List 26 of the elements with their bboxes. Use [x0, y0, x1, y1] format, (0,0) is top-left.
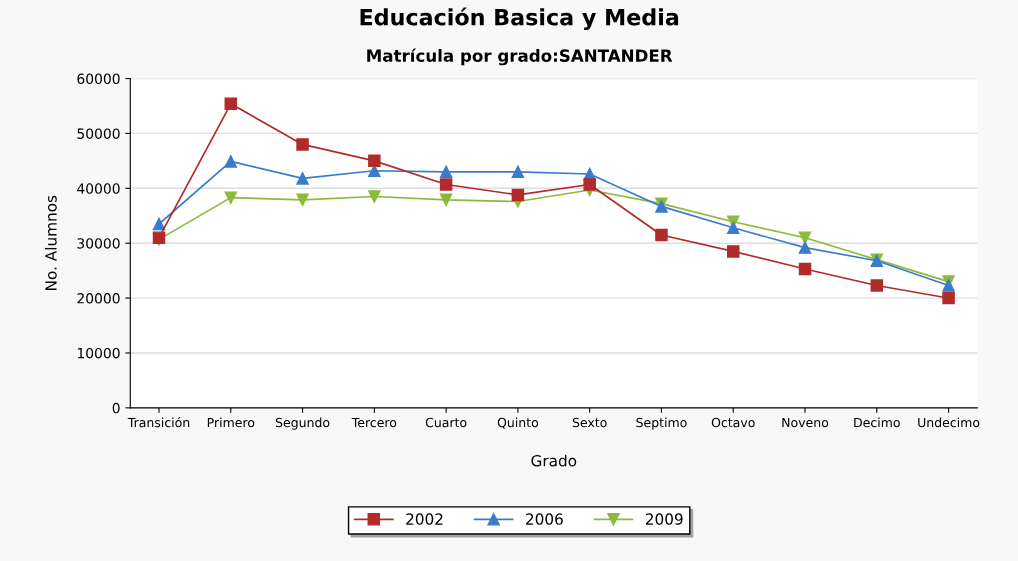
y-axis-title: No. Alumnos	[44, 195, 57, 290]
y-tick-label: 10000	[77, 347, 120, 359]
x-tick-label: Quinto	[497, 417, 539, 429]
legend-label: 2006	[526, 513, 563, 525]
legend-label: 2009	[645, 513, 683, 525]
y-tick-label: 40000	[77, 183, 120, 194]
y-tick-label: 0	[112, 402, 120, 414]
x-axis-title: Grado	[531, 454, 577, 467]
legend-label: 2002	[406, 513, 443, 525]
y-tick-label: 30000	[77, 238, 120, 249]
x-tick-label: Cuarto	[425, 417, 467, 428]
y-tick-label: 60000	[77, 73, 120, 85]
y-tick-label: 20000	[77, 293, 120, 304]
x-tick-label: Segundo	[275, 417, 330, 430]
x-tick-label: Tercero	[351, 417, 397, 428]
x-tick-label: Octavo	[711, 417, 755, 428]
x-tick-label: Septimo	[636, 417, 687, 430]
x-tick-label: Decimo	[854, 417, 900, 428]
chart-title: Educación Basica y Media	[360, 7, 679, 31]
x-tick-label: Sexto	[572, 417, 607, 428]
chart-subtitle: Matrícula por grado:SANTANDER	[367, 48, 673, 66]
x-tick-label: Primero	[207, 417, 255, 428]
x-tick-label: Undecimo	[918, 417, 980, 428]
y-tick-label: 50000	[77, 128, 120, 139]
x-tick-label: Noveno	[782, 417, 829, 428]
x-tick-label: Transición	[127, 417, 190, 428]
